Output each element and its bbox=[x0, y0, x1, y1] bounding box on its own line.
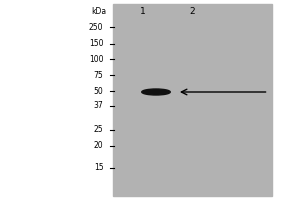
Text: 250: 250 bbox=[89, 22, 103, 31]
Text: 100: 100 bbox=[89, 54, 103, 64]
Bar bbox=[112, 4, 272, 196]
Text: 1: 1 bbox=[140, 6, 146, 16]
Text: 25: 25 bbox=[94, 126, 104, 134]
Text: 50: 50 bbox=[94, 86, 103, 96]
Text: 2: 2 bbox=[189, 6, 195, 16]
Text: 37: 37 bbox=[94, 102, 103, 110]
Ellipse shape bbox=[142, 89, 170, 95]
Text: 20: 20 bbox=[94, 142, 104, 150]
Text: 75: 75 bbox=[94, 71, 103, 79]
Text: kDa: kDa bbox=[92, 6, 106, 16]
Text: 150: 150 bbox=[89, 40, 103, 48]
Text: 15: 15 bbox=[94, 164, 104, 172]
